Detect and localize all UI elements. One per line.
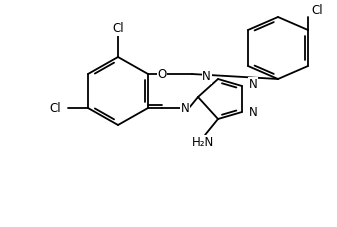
Text: O: O — [157, 67, 166, 81]
Text: N: N — [249, 106, 258, 118]
Text: Cl: Cl — [112, 22, 124, 35]
Text: N: N — [202, 71, 211, 84]
Text: Cl: Cl — [50, 101, 61, 114]
Text: Cl: Cl — [311, 5, 323, 17]
Text: N: N — [181, 101, 189, 114]
Text: H₂N: H₂N — [192, 136, 214, 148]
Text: N: N — [249, 77, 258, 91]
